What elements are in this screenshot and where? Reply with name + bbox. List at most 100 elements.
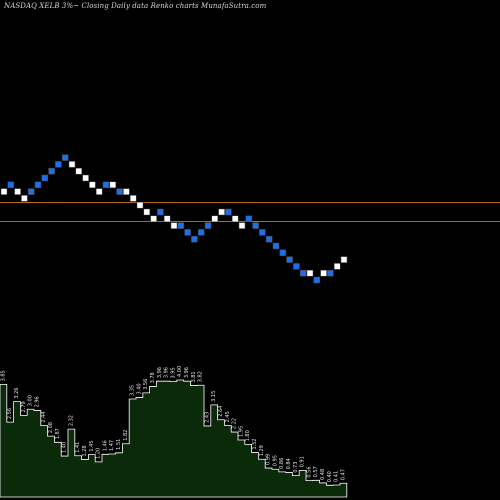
renko-brick [82, 174, 89, 182]
renko-brick [245, 215, 253, 223]
renko-brick [204, 222, 212, 229]
renko-brick [163, 215, 171, 223]
renko-brick [320, 269, 327, 277]
volume-label: 4.00 [177, 366, 183, 377]
volume-label: 3.96 [184, 367, 190, 378]
renko-brick [0, 188, 8, 195]
renko-brick [197, 229, 205, 236]
renko-brick [109, 181, 117, 189]
renko-brick [313, 276, 321, 284]
volume-label: 0.95 [272, 455, 278, 466]
volume-label: 3.15 [211, 391, 217, 402]
volume-label: 1.87 [55, 428, 61, 439]
volume-label: 2.32 [68, 415, 74, 426]
renko-bricks [0, 154, 348, 284]
volume-label: 0.86 [279, 458, 285, 469]
volume-label: 1.20 [96, 448, 102, 459]
volume-label: 2.43 [204, 412, 210, 423]
chart-title: NASDAQ XELB 3%~ Closing Daily data Renko… [4, 2, 267, 10]
volume-label: 0.84 [286, 458, 292, 469]
volume-label: 3.40 [136, 383, 142, 394]
volume-label: 2.22 [232, 418, 238, 429]
volume-label: 0.56 [306, 466, 312, 477]
renko-brick [191, 235, 198, 243]
volume-label: 1.95 [238, 426, 244, 437]
volume-label: 1.52 [252, 438, 258, 449]
renko-brick [136, 201, 144, 209]
renko-brick [177, 222, 185, 229]
volume-label: 1.80 [245, 430, 251, 441]
volume-label: 3.00 [28, 395, 34, 406]
renko-brick [327, 269, 334, 277]
renko-brick [116, 188, 123, 195]
volume-label: 0.47 [340, 469, 346, 480]
volume-labels: 3.85 2.56 3.262.793.00 2.962.442.081.871.40… [0, 366, 346, 482]
renko-brick [21, 195, 28, 202]
renko-brick [340, 256, 348, 263]
renko-brick [218, 208, 225, 216]
volume-label: 1.28 [82, 445, 88, 456]
renko-brick [102, 181, 110, 189]
renko-brick [225, 208, 232, 216]
renko-brick [293, 263, 300, 270]
volume-label: 1.29 [259, 445, 265, 456]
renko-brick [265, 235, 273, 243]
volume-label: 1.82 [123, 430, 129, 441]
renko-brick [68, 161, 76, 168]
volume-label: 1.51 [116, 439, 122, 450]
renko-brick [150, 215, 157, 223]
volume-label: 1.46 [102, 440, 108, 451]
renko-brick [238, 222, 246, 229]
renko-brick [143, 208, 151, 216]
volume-label: 2.79 [21, 401, 27, 412]
volume-label: 0.48 [320, 469, 326, 480]
volume-label: 3.81 [191, 371, 197, 382]
renko-brick [259, 229, 266, 236]
renko-brick [299, 269, 307, 277]
volume-label: 0.99 [266, 454, 272, 465]
volume-label: 2.56 [7, 408, 13, 419]
volume-label: 3.56 [143, 379, 149, 390]
renko-brick [306, 269, 314, 277]
volume-label: 3.35 [130, 385, 136, 396]
renko-brick [272, 242, 280, 250]
volume-label: 0.57 [313, 466, 319, 477]
renko-brick [157, 208, 164, 216]
renko-brick [55, 161, 62, 168]
renko-brick [89, 181, 96, 189]
volume-label: 3.95 [170, 367, 176, 378]
volume-label: 2.44 [41, 411, 47, 422]
volume-label: 1.45 [89, 440, 95, 451]
renko-brick [279, 249, 287, 257]
renko-brick [333, 263, 341, 270]
renko-brick [75, 167, 83, 175]
renko-brick [41, 174, 49, 182]
renko-brick [95, 188, 103, 195]
volume-label: 2.64 [218, 406, 224, 417]
volume-label: 3.26 [14, 388, 20, 399]
volume-label: 0.91 [300, 456, 306, 467]
volume-label: 0.73 [293, 462, 299, 473]
renko-brick [27, 188, 35, 195]
renko-brick [184, 229, 191, 236]
volume-label: 3.85 [0, 370, 6, 381]
volume-label: 2.45 [225, 411, 231, 422]
volume-label: 0.41 [334, 471, 340, 482]
renko-brick [252, 222, 259, 229]
volume-area [0, 379, 348, 498]
volume-label: 3.96 [164, 367, 170, 378]
volume-label: 2.96 [34, 396, 40, 407]
renko-brick [123, 188, 130, 195]
volume-label: 3.96 [157, 367, 163, 378]
renko-brick [34, 181, 42, 189]
volume-label: 0.40 [327, 471, 333, 482]
renko-brick [170, 222, 178, 229]
volume-area-path [0, 379, 348, 498]
renko-brick [14, 188, 21, 195]
volume-label: 2.08 [48, 422, 54, 433]
volume-label: 1.41 [75, 442, 81, 453]
volume-label: 3.82 [198, 371, 204, 382]
volume-label: 3.78 [150, 372, 156, 383]
renko-brick [286, 256, 293, 263]
